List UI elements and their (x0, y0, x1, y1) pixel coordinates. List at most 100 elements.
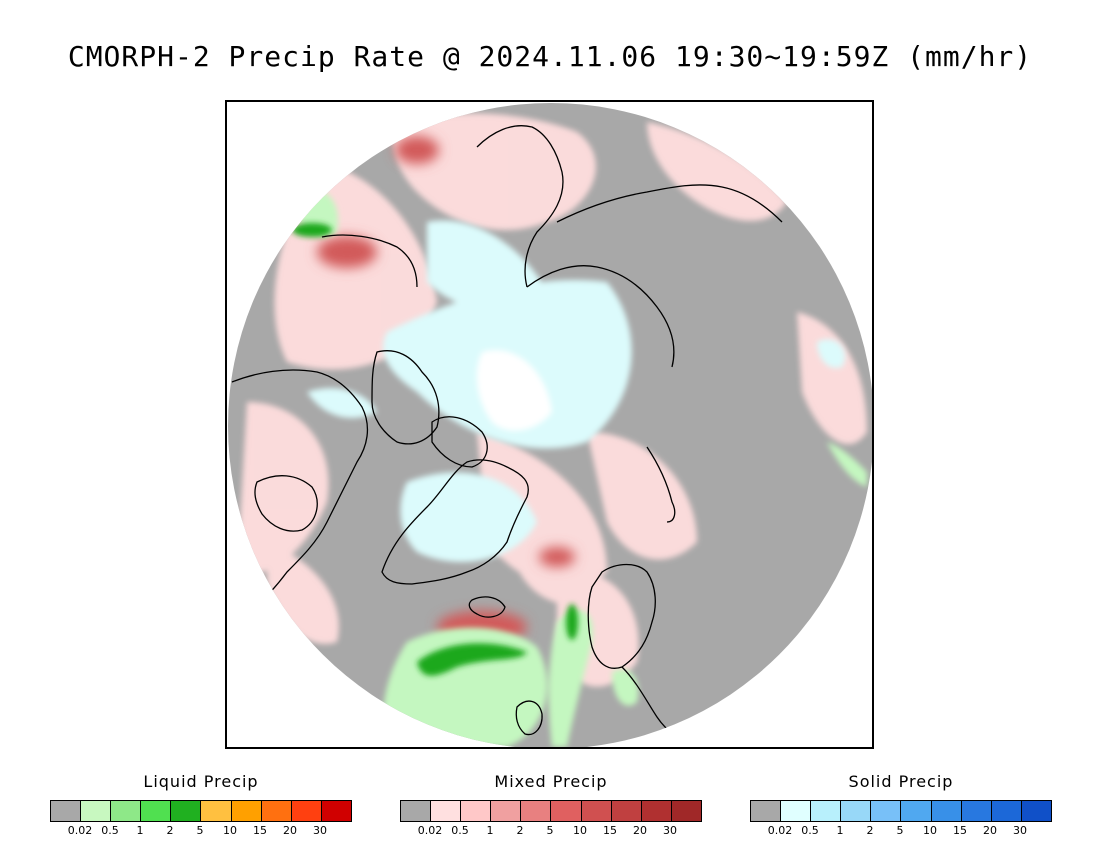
color-scale (750, 800, 1052, 822)
legend-tick-label: 5 (196, 824, 204, 837)
legend-tick-label: 10 (223, 824, 237, 837)
legend-swatch (521, 801, 552, 821)
liquid-precip-heavy (292, 223, 332, 237)
legend-swatch (231, 801, 262, 821)
legend-tick-label: 5 (896, 824, 904, 837)
legend-swatch (81, 801, 112, 821)
coastline-iceland (468, 596, 506, 618)
legend-tick-label: 15 (603, 824, 617, 837)
liquid-precip-heavy (417, 643, 527, 676)
legend-title: Mixed Precip (494, 772, 608, 791)
legend-swatch (841, 801, 872, 821)
legend-swatch (1021, 801, 1051, 821)
legend-tick-label: 1 (486, 824, 494, 837)
legend-title: Solid Precip (848, 772, 954, 791)
scale-ticks: 0.02 0.5 1 2 5 10 15 20 30 (400, 824, 702, 838)
liquid-precip-region (827, 442, 867, 487)
legend-tick-label: 10 (923, 824, 937, 837)
color-scale (50, 800, 352, 822)
coastline-greenland (381, 459, 529, 585)
legend-swatch (171, 801, 202, 821)
legend-swatch (901, 801, 932, 821)
precip-map (225, 100, 874, 749)
legend-swatch (781, 801, 812, 821)
solid-precip-region (400, 472, 537, 562)
legend-swatch (141, 801, 172, 821)
legend-swatch (751, 801, 782, 821)
legend-tick-label: 2 (516, 824, 524, 837)
legend-swatch (961, 801, 992, 821)
coastline-novaya-zemlya (646, 446, 676, 523)
color-scale (400, 800, 702, 822)
legend-swatch (551, 801, 582, 821)
legend-swatch (321, 801, 351, 821)
legend-tick-label: 30 (663, 824, 677, 837)
legend-tick-label: 15 (253, 824, 267, 837)
legend-tick-label: 1 (136, 824, 144, 837)
mixed-precip-region (393, 113, 596, 231)
legend-swatch (111, 801, 142, 821)
legend-solid-precip: Solid Precip 0.02 0.5 1 2 5 10 15 20 30 (750, 772, 1052, 842)
legend-swatch (811, 801, 842, 821)
legend-tick-label: 2 (866, 824, 874, 837)
legend-swatch (671, 801, 701, 821)
legend-tick-label: 0.02 (767, 824, 793, 837)
legend-swatch (641, 801, 672, 821)
legend-tick-label: 30 (313, 824, 327, 837)
legend-tick-label: 0.02 (67, 824, 93, 837)
mixed-precip-region (797, 312, 867, 445)
polar-ice-area (476, 350, 552, 431)
legend-tick-label: 5 (546, 824, 554, 837)
legend-swatch (491, 801, 522, 821)
map-title: CMORPH-2 Precip Rate @ 2024.11.06 19:30~… (67, 40, 1033, 73)
legend-tick-label: 20 (983, 824, 997, 837)
legend-swatch (51, 801, 82, 821)
legend-tick-label: 30 (1013, 824, 1027, 837)
coastline-canada (231, 369, 369, 618)
mixed-precip-heavy (539, 547, 575, 567)
legend-swatch (401, 801, 432, 821)
legend-swatch (261, 801, 292, 821)
legend-tick-label: 1 (836, 824, 844, 837)
mixed-precip-region (587, 432, 697, 560)
mixed-precip-region (647, 122, 787, 221)
legend-tick-label: 0.5 (801, 824, 819, 837)
legend-tick-label: 15 (953, 824, 967, 837)
mixed-precip-heavy (317, 236, 377, 268)
legend-mixed-precip: Mixed Precip 0.02 0.5 1 2 5 10 15 20 30 (400, 772, 702, 842)
legend-tick-label: 2 (166, 824, 174, 837)
legend-swatch (581, 801, 612, 821)
mixed-precip-region (237, 402, 329, 574)
legend-swatch (611, 801, 642, 821)
legend-swatch (461, 801, 492, 821)
solid-precip-region (307, 388, 377, 418)
scale-ticks: 0.02 0.5 1 2 5 10 15 20 30 (50, 824, 352, 838)
legend-swatch (291, 801, 322, 821)
legend-swatch (931, 801, 962, 821)
polar-map-graphic (228, 103, 872, 747)
coastline-russia-north (556, 184, 783, 223)
coastline-taymyr (526, 265, 675, 368)
legend-title: Liquid Precip (143, 772, 259, 791)
scale-ticks: 0.02 0.5 1 2 5 10 15 20 30 (750, 824, 1052, 838)
coastline-hudson-bay (254, 475, 318, 532)
legend-swatch (431, 801, 462, 821)
coastline-british-isles (515, 700, 543, 736)
legend-tick-label: 20 (633, 824, 647, 837)
solid-precip-region (817, 339, 846, 368)
legend-swatch (991, 801, 1022, 821)
legend-liquid-precip: Liquid Precip 0.02 0.5 1 2 5 10 15 20 30 (50, 772, 352, 842)
coastline-canadian-archipelago (371, 350, 440, 445)
legend-tick-label: 10 (573, 824, 587, 837)
legend-tick-label: 0.02 (417, 824, 443, 837)
legend-tick-label: 0.5 (451, 824, 469, 837)
liquid-precip-region (548, 610, 593, 747)
mixed-precip-heavy (395, 136, 439, 164)
legend-tick-label: 20 (283, 824, 297, 837)
liquid-precip-heavy (566, 604, 578, 640)
coastline-siberia (476, 125, 564, 288)
coastline-canadian-archipelago (431, 416, 488, 468)
legend-swatch (871, 801, 902, 821)
coastline-scandinavia (587, 563, 656, 669)
legend-swatch (201, 801, 232, 821)
